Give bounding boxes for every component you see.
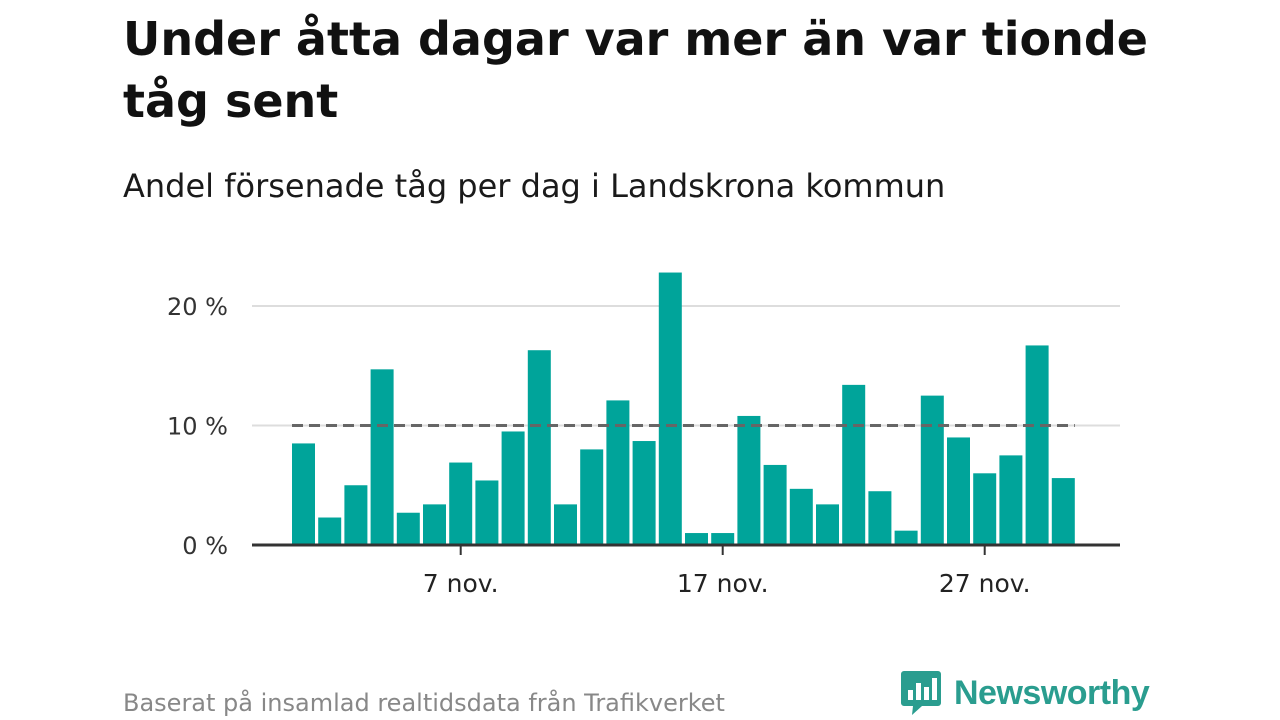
bar-2024-11-16 — [685, 533, 708, 545]
bar-2024-11-11 — [554, 504, 577, 545]
bar-2024-11-07 — [449, 462, 473, 545]
y-tick-label: 20 % — [167, 293, 228, 321]
brand-name: Newsworthy — [954, 673, 1150, 712]
brand-logo: Newsworthy — [900, 668, 1150, 718]
y-axis-labels: 0 % 10 % 20 % — [167, 293, 228, 560]
newsworthy-logo-icon — [901, 671, 941, 715]
bar-2024-11-19 — [763, 464, 787, 545]
x-axis-labels: 7 nov. 17 nov. 27 nov. — [423, 569, 1031, 598]
bars — [292, 272, 1075, 545]
bar-2024-11-27 — [973, 473, 997, 545]
bar-2024-11-13 — [606, 400, 630, 545]
x-tick-label: 7 nov. — [423, 569, 499, 598]
bar-2024-11-01 — [292, 443, 315, 545]
bar-2024-11-12 — [580, 449, 604, 545]
y-tick-label: 10 % — [167, 413, 228, 441]
bar-2024-11-04 — [370, 369, 394, 545]
bar-2024-11-23 — [868, 491, 892, 545]
bar-2024-11-09 — [501, 431, 525, 545]
bar-2024-11-28 — [999, 455, 1023, 545]
bar-2024-11-29 — [1025, 345, 1049, 545]
bar-2024-11-05 — [396, 512, 420, 545]
bar-2024-11-26 — [947, 437, 970, 545]
bar-2024-11-22 — [842, 384, 866, 545]
x-axis — [252, 543, 1120, 555]
bar-2024-11-30 — [1051, 478, 1075, 545]
bar-2024-11-17 — [711, 533, 735, 545]
x-tick-label: 17 nov. — [677, 569, 769, 598]
source-note: Baserat på insamlad realtidsdata från Tr… — [123, 689, 725, 717]
bar-2024-11-03 — [344, 485, 368, 545]
bar-2024-11-25 — [920, 395, 944, 545]
bar-2024-11-15 — [658, 272, 682, 545]
bar-chart: 0 % 10 % 20 % 7 nov. 17 nov. 27 nov. — [167, 272, 1120, 598]
bar-2024-11-02 — [318, 517, 342, 545]
bar-2024-11-14 — [632, 441, 656, 545]
chart-subtitle: Andel försenade tåg per dag i Landskrona… — [123, 167, 946, 205]
bar-2024-11-06 — [423, 504, 446, 545]
x-tick-label: 27 nov. — [939, 569, 1031, 598]
chart-title: Under åtta dagar var mer än var tionde t… — [123, 12, 1148, 128]
bar-2024-11-10 — [527, 350, 551, 545]
bar-2024-11-20 — [789, 488, 813, 545]
bar-2024-11-08 — [475, 480, 499, 545]
bar-2024-11-24 — [894, 530, 918, 545]
bar-2024-11-18 — [737, 415, 761, 545]
y-tick-label: 0 % — [182, 532, 228, 560]
bar-2024-11-21 — [816, 504, 839, 545]
